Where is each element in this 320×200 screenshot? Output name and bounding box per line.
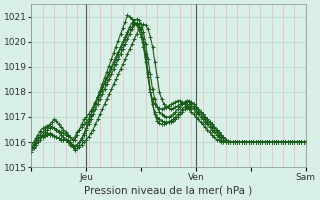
X-axis label: Pression niveau de la mer( hPa ): Pression niveau de la mer( hPa ) <box>84 186 253 196</box>
